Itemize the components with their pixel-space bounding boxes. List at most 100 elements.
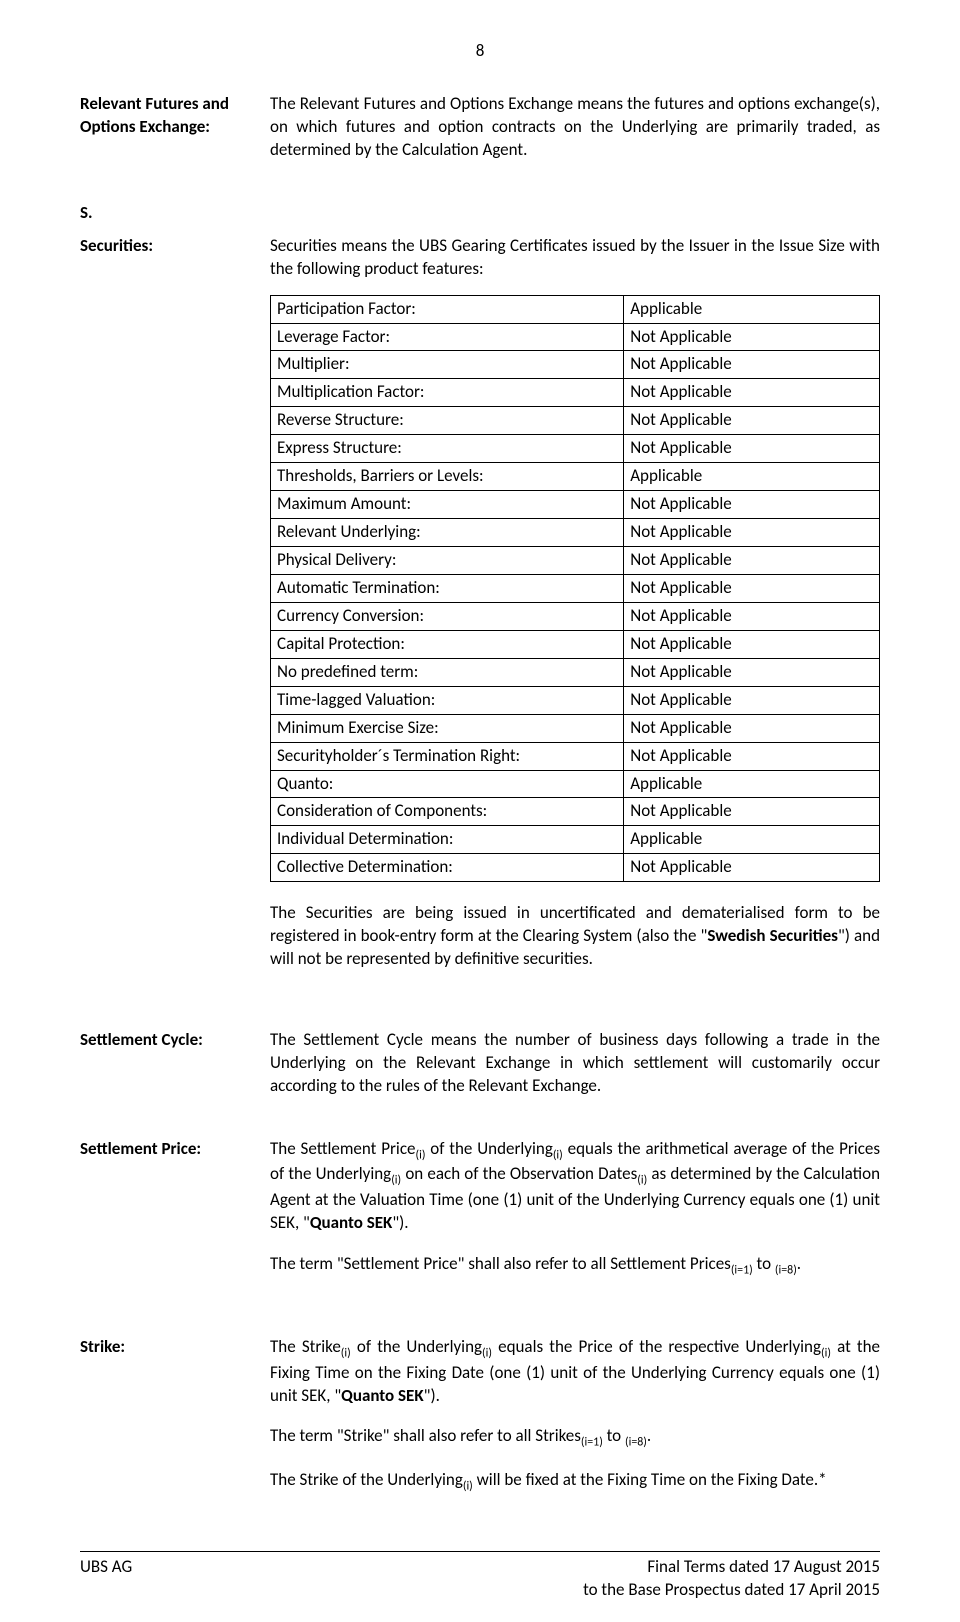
subscript: (i=8) [775, 1263, 797, 1277]
feature-name: No predefined term: [271, 658, 624, 686]
feature-name: Capital Protection: [271, 630, 624, 658]
feature-value: Not Applicable [624, 574, 880, 602]
definition-row: Settlement Cycle: The Settlement Cycle m… [80, 1029, 880, 1098]
definition-term: Strike: [80, 1336, 270, 1512]
table-row: Minimum Exercise Size:Not Applicable [271, 714, 880, 742]
term-line: Relevant Futures and [80, 93, 255, 116]
feature-value: Not Applicable [624, 351, 880, 379]
feature-value: Not Applicable [624, 379, 880, 407]
feature-name: Multiplication Factor: [271, 379, 624, 407]
table-row: Collective Determination:Not Applicable [271, 854, 880, 882]
feature-name: Reverse Structure: [271, 407, 624, 435]
feature-value: Applicable [624, 770, 880, 798]
text: of the Underlying [425, 1138, 552, 1159]
subscript: (i) [341, 1347, 351, 1361]
footnote-marker: * [818, 1469, 826, 1490]
text: will be fixed at the Fixing Time on the … [473, 1469, 818, 1490]
table-row: Reverse Structure:Not Applicable [271, 407, 880, 435]
feature-value: Not Applicable [624, 686, 880, 714]
securities-outro: The Securities are being issued in uncer… [270, 902, 880, 971]
quanto-bold: Quanto SEK [310, 1212, 392, 1233]
feature-value: Not Applicable [624, 714, 880, 742]
section-letter: S. [80, 202, 880, 225]
feature-name: Express Structure: [271, 435, 624, 463]
subscript: (i) [415, 1148, 425, 1162]
feature-value: Not Applicable [624, 658, 880, 686]
text: The term "Strike" shall also refer to al… [270, 1425, 581, 1446]
page-number: 8 [80, 40, 880, 63]
feature-name: Consideration of Components: [271, 798, 624, 826]
table-row: Maximum Amount:Not Applicable [271, 491, 880, 519]
text: The Settlement Price [270, 1138, 415, 1159]
feature-name: Thresholds, Barriers or Levels: [271, 463, 624, 491]
strike-p3: The Strike of the Underlying(i) will be … [270, 1469, 880, 1494]
definition-term: Settlement Price: [80, 1138, 270, 1296]
feature-name: Currency Conversion: [271, 602, 624, 630]
table-row: Quanto:Applicable [271, 770, 880, 798]
footer-right-line: Final Terms dated 17 August 2015 [583, 1556, 880, 1579]
table-row: Currency Conversion:Not Applicable [271, 602, 880, 630]
table-row: Individual Determination:Applicable [271, 826, 880, 854]
feature-value: Not Applicable [624, 798, 880, 826]
definition-body: The Settlement Cycle means the number of… [270, 1029, 880, 1098]
table-row: Automatic Termination:Not Applicable [271, 574, 880, 602]
table-row: Participation Factor:Applicable [271, 295, 880, 323]
feature-name: Relevant Underlying: [271, 519, 624, 547]
feature-value: Not Applicable [624, 602, 880, 630]
footer-right: Final Terms dated 17 August 2015 to the … [583, 1556, 880, 1602]
definition-row: Settlement Price: The Settlement Price(i… [80, 1138, 880, 1296]
text: on each of the Observation Dates [401, 1163, 637, 1184]
table-row: Relevant Underlying:Not Applicable [271, 519, 880, 547]
subscript: (i) [391, 1174, 401, 1188]
feature-value: Applicable [624, 826, 880, 854]
term-line: Options Exchange: [80, 116, 255, 139]
definition-row: Securities: Securities means the UBS Gea… [80, 235, 880, 989]
feature-name: Time-lagged Valuation: [271, 686, 624, 714]
settlement-price-p1: The Settlement Price(i) of the Underlyin… [270, 1138, 880, 1235]
subscript: (i) [463, 1479, 473, 1493]
definition-body: The Strike(i) of the Underlying(i) equal… [270, 1336, 880, 1512]
securities-intro: Securities means the UBS Gearing Certifi… [270, 235, 880, 281]
feature-value: Not Applicable [624, 435, 880, 463]
subscript: (i=1) [731, 1263, 753, 1277]
subscript: (i) [553, 1148, 563, 1162]
table-row: No predefined term:Not Applicable [271, 658, 880, 686]
feature-name: Leverage Factor: [271, 323, 624, 351]
text: . [647, 1425, 651, 1446]
text: "). [392, 1212, 408, 1233]
feature-name: Automatic Termination: [271, 574, 624, 602]
text: equals the Price of the respective Under… [492, 1336, 821, 1357]
feature-value: Applicable [624, 463, 880, 491]
feature-value: Not Applicable [624, 519, 880, 547]
table-row: Physical Delivery:Not Applicable [271, 547, 880, 575]
feature-value: Not Applicable [624, 547, 880, 575]
feature-name: Minimum Exercise Size: [271, 714, 624, 742]
text: The term "Settlement Price" shall also r… [270, 1253, 731, 1274]
feature-value: Not Applicable [624, 630, 880, 658]
subscript: (i) [482, 1347, 492, 1361]
text: The Strike [270, 1336, 341, 1357]
feature-value: Not Applicable [624, 323, 880, 351]
footer-right-line: to the Base Prospectus dated 17 April 20… [583, 1579, 880, 1602]
text: to [753, 1253, 775, 1274]
feature-value: Not Applicable [624, 742, 880, 770]
table-row: Leverage Factor:Not Applicable [271, 323, 880, 351]
text: . [797, 1253, 801, 1274]
footer-left: UBS AG [80, 1556, 132, 1602]
definition-body: The Settlement Price(i) of the Underlyin… [270, 1138, 880, 1296]
text: to [603, 1425, 625, 1446]
feature-name: Physical Delivery: [271, 547, 624, 575]
features-table: Participation Factor:ApplicableLeverage … [270, 295, 880, 883]
table-row: Express Structure:Not Applicable [271, 435, 880, 463]
table-row: Multiplier:Not Applicable [271, 351, 880, 379]
definition-body: The Relevant Futures and Options Exchang… [270, 93, 880, 162]
feature-value: Not Applicable [624, 854, 880, 882]
definition-term: Settlement Cycle: [80, 1029, 270, 1098]
strike-p2: The term "Strike" shall also refer to al… [270, 1425, 880, 1450]
subscript: (i) [637, 1174, 647, 1188]
feature-name: Participation Factor: [271, 295, 624, 323]
table-row: Multiplication Factor:Not Applicable [271, 379, 880, 407]
text: The Strike of the Underlying [270, 1469, 463, 1490]
table-row: Securityholder´s Termination Right:Not A… [271, 742, 880, 770]
swedish-securities-bold: Swedish Securities [707, 925, 838, 946]
